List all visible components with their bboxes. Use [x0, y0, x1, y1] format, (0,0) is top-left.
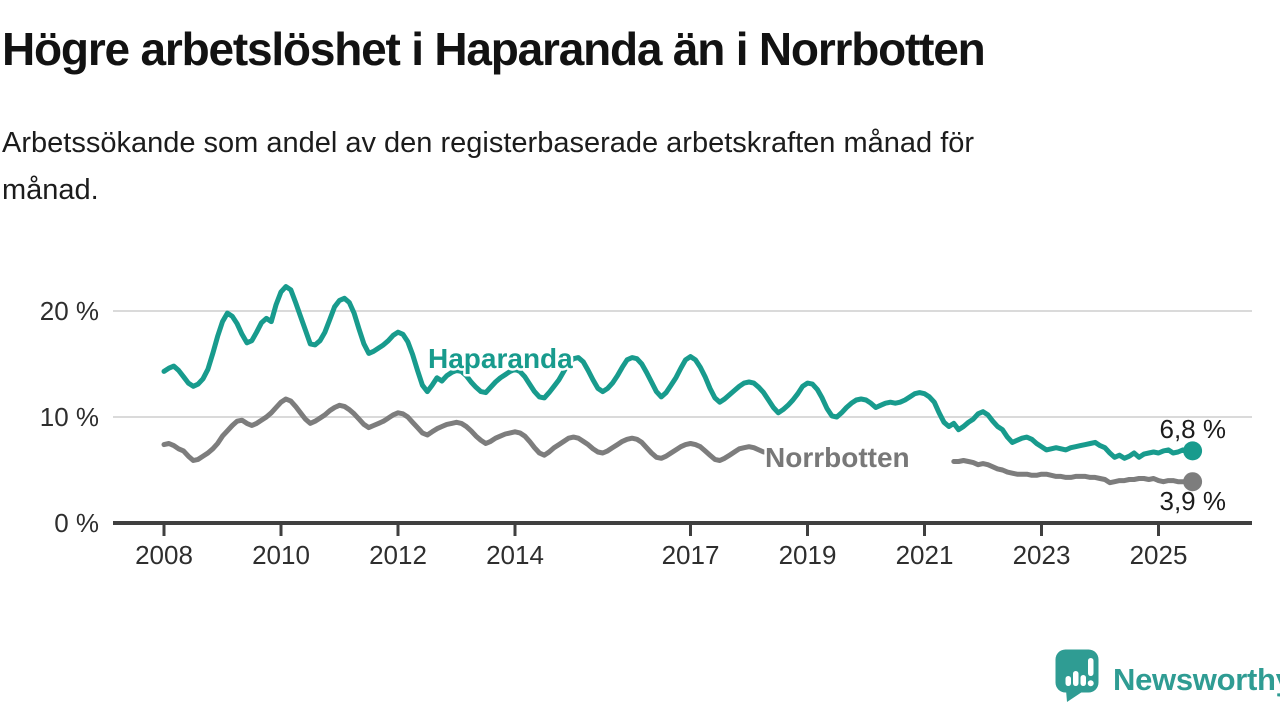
page-title: Högre arbetslöshet i Haparanda än i Norr… [2, 23, 986, 75]
end-value-norrbotten: 3,9 % [1160, 486, 1227, 516]
newsworthy-logo-icon [1055, 649, 1099, 702]
end-dot-haparanda [1183, 441, 1203, 461]
x-tick-label: 2017 [662, 540, 720, 570]
x-tick-label: 2008 [135, 540, 193, 570]
x-tick-label: 2023 [1013, 540, 1071, 570]
y-tick-label: 0 % [54, 508, 99, 538]
newsworthy-logo-text: Newsworthy [1113, 662, 1280, 697]
series-line-haparanda [161, 284, 1196, 461]
x-tick-label: 2010 [252, 540, 310, 570]
y-axis-labels: 0 % 10 % 20 % [40, 296, 99, 538]
x-tick-label: 2019 [779, 540, 837, 570]
branding: Newsworthy [1054, 648, 1280, 702]
x-tick-label: 2014 [486, 540, 544, 570]
series-lines [161, 284, 1196, 486]
series-label-haparanda: Haparanda [428, 343, 573, 374]
y-tick-label: 10 % [40, 402, 99, 432]
series-line-norrbotten [161, 396, 767, 463]
x-tick-label: 2021 [896, 540, 954, 570]
chart-subtitle-line2: månad. [2, 174, 99, 206]
series-label-norrbotten: Norrbotten [765, 442, 910, 473]
chart-subtitle: Arbetssökande som andel av den registerb… [2, 120, 974, 214]
x-tick-label: 2025 [1130, 540, 1188, 570]
end-dot-norrbotten [1183, 472, 1203, 492]
end-markers [1183, 441, 1203, 492]
x-axis: 2008 2010 2012 2014 2017 2019 2021 2023 2025 [113, 521, 1252, 570]
end-value-haparanda: 6,8 % [1160, 414, 1227, 444]
chart-subtitle-line1: Arbetssökande som andel av den registerb… [2, 127, 975, 159]
y-tick-label: 20 % [40, 296, 99, 326]
x-tick-label: 2012 [369, 540, 427, 570]
series-line-norrbotten [951, 458, 1196, 486]
